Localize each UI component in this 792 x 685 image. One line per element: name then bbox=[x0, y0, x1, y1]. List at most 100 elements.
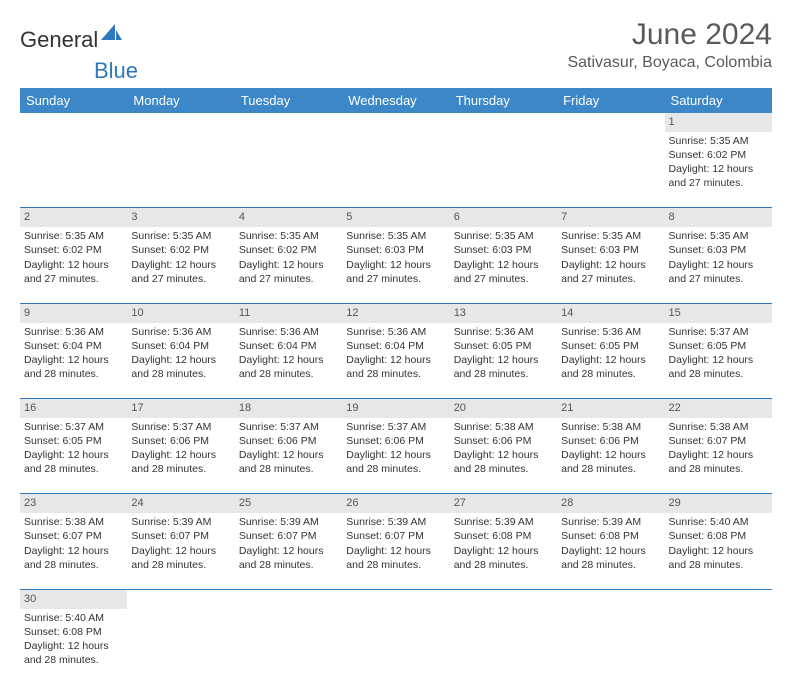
sunset-line: Sunset: 6:06 PM bbox=[561, 434, 660, 448]
sunset-line: Sunset: 6:07 PM bbox=[24, 529, 123, 543]
day-detail-cell: Sunrise: 5:35 AMSunset: 6:03 PMDaylight:… bbox=[557, 227, 664, 303]
daynum-row: 30 bbox=[20, 589, 772, 608]
day-detail-cell bbox=[342, 132, 449, 208]
sunset-line: Sunset: 6:08 PM bbox=[561, 529, 660, 543]
sunrise-line: Sunrise: 5:36 AM bbox=[131, 325, 230, 339]
day-detail-cell: Sunrise: 5:40 AMSunset: 6:08 PMDaylight:… bbox=[665, 513, 772, 589]
daynum-row: 9101112131415 bbox=[20, 303, 772, 322]
daylight-line: Daylight: 12 hours and 28 minutes. bbox=[131, 544, 230, 572]
day-number-cell: 22 bbox=[665, 399, 772, 418]
sunset-line: Sunset: 6:02 PM bbox=[131, 243, 230, 257]
day-number-cell: 25 bbox=[235, 494, 342, 513]
daylight-line: Daylight: 12 hours and 28 minutes. bbox=[669, 448, 768, 476]
day-detail-cell: Sunrise: 5:35 AMSunset: 6:02 PMDaylight:… bbox=[665, 132, 772, 208]
weekday-header: Wednesday bbox=[342, 88, 449, 113]
daynum-row: 23242526272829 bbox=[20, 494, 772, 513]
day-detail-cell: Sunrise: 5:37 AMSunset: 6:06 PMDaylight:… bbox=[235, 418, 342, 494]
day-detail-cell: Sunrise: 5:35 AMSunset: 6:02 PMDaylight:… bbox=[127, 227, 234, 303]
sunset-line: Sunset: 6:05 PM bbox=[669, 339, 768, 353]
sunset-line: Sunset: 6:03 PM bbox=[454, 243, 553, 257]
daylight-line: Daylight: 12 hours and 28 minutes. bbox=[24, 639, 123, 667]
daylight-line: Daylight: 12 hours and 28 minutes. bbox=[131, 448, 230, 476]
sunrise-line: Sunrise: 5:39 AM bbox=[454, 515, 553, 529]
daylight-line: Daylight: 12 hours and 28 minutes. bbox=[24, 448, 123, 476]
day-number-cell: 5 bbox=[342, 208, 449, 227]
day-number-cell: 3 bbox=[127, 208, 234, 227]
day-detail-cell: Sunrise: 5:38 AMSunset: 6:06 PMDaylight:… bbox=[450, 418, 557, 494]
sunset-line: Sunset: 6:05 PM bbox=[561, 339, 660, 353]
sunrise-line: Sunrise: 5:39 AM bbox=[239, 515, 338, 529]
day-detail-cell: Sunrise: 5:37 AMSunset: 6:06 PMDaylight:… bbox=[127, 418, 234, 494]
daylight-line: Daylight: 12 hours and 27 minutes. bbox=[24, 258, 123, 286]
day-number-cell: 7 bbox=[557, 208, 664, 227]
daylight-line: Daylight: 12 hours and 28 minutes. bbox=[454, 353, 553, 381]
daynum-row: 1 bbox=[20, 113, 772, 132]
sunset-line: Sunset: 6:06 PM bbox=[131, 434, 230, 448]
day-number-cell: 4 bbox=[235, 208, 342, 227]
day-number-cell: 29 bbox=[665, 494, 772, 513]
day-number-cell: 12 bbox=[342, 303, 449, 322]
day-number-cell: 15 bbox=[665, 303, 772, 322]
sunrise-line: Sunrise: 5:37 AM bbox=[131, 420, 230, 434]
day-number-cell: 21 bbox=[557, 399, 664, 418]
day-detail-row: Sunrise: 5:36 AMSunset: 6:04 PMDaylight:… bbox=[20, 323, 772, 399]
month-title: June 2024 bbox=[567, 18, 772, 52]
daylight-line: Daylight: 12 hours and 28 minutes. bbox=[24, 353, 123, 381]
day-detail-cell bbox=[127, 609, 234, 685]
daylight-line: Daylight: 12 hours and 28 minutes. bbox=[24, 544, 123, 572]
weekday-header: Friday bbox=[557, 88, 664, 113]
day-number-cell: 27 bbox=[450, 494, 557, 513]
day-detail-cell: Sunrise: 5:38 AMSunset: 6:07 PMDaylight:… bbox=[665, 418, 772, 494]
daylight-line: Daylight: 12 hours and 27 minutes. bbox=[131, 258, 230, 286]
day-detail-cell: Sunrise: 5:37 AMSunset: 6:05 PMDaylight:… bbox=[665, 323, 772, 399]
day-detail-row: Sunrise: 5:37 AMSunset: 6:05 PMDaylight:… bbox=[20, 418, 772, 494]
day-detail-row: Sunrise: 5:38 AMSunset: 6:07 PMDaylight:… bbox=[20, 513, 772, 589]
day-number-cell: 28 bbox=[557, 494, 664, 513]
sunrise-line: Sunrise: 5:37 AM bbox=[239, 420, 338, 434]
day-detail-cell: Sunrise: 5:39 AMSunset: 6:07 PMDaylight:… bbox=[127, 513, 234, 589]
daylight-line: Daylight: 12 hours and 28 minutes. bbox=[239, 448, 338, 476]
day-detail-cell: Sunrise: 5:39 AMSunset: 6:08 PMDaylight:… bbox=[450, 513, 557, 589]
sunset-line: Sunset: 6:08 PM bbox=[454, 529, 553, 543]
daylight-line: Daylight: 12 hours and 28 minutes. bbox=[131, 353, 230, 381]
daylight-line: Daylight: 12 hours and 28 minutes. bbox=[239, 353, 338, 381]
day-number-cell: 1 bbox=[665, 113, 772, 132]
day-number-cell: 18 bbox=[235, 399, 342, 418]
day-detail-cell bbox=[20, 132, 127, 208]
day-number-cell bbox=[20, 113, 127, 132]
sunrise-line: Sunrise: 5:37 AM bbox=[346, 420, 445, 434]
sunset-line: Sunset: 6:07 PM bbox=[346, 529, 445, 543]
day-detail-cell: Sunrise: 5:35 AMSunset: 6:03 PMDaylight:… bbox=[450, 227, 557, 303]
weekday-header: Sunday bbox=[20, 88, 127, 113]
day-detail-cell bbox=[557, 132, 664, 208]
day-detail-row: Sunrise: 5:35 AMSunset: 6:02 PMDaylight:… bbox=[20, 227, 772, 303]
daylight-line: Daylight: 12 hours and 27 minutes. bbox=[346, 258, 445, 286]
day-detail-cell bbox=[450, 609, 557, 685]
day-number-cell bbox=[342, 589, 449, 608]
day-detail-cell: Sunrise: 5:38 AMSunset: 6:07 PMDaylight:… bbox=[20, 513, 127, 589]
location: Sativasur, Boyaca, Colombia bbox=[567, 54, 772, 72]
day-number-cell: 10 bbox=[127, 303, 234, 322]
sunset-line: Sunset: 6:06 PM bbox=[346, 434, 445, 448]
day-number-cell bbox=[127, 589, 234, 608]
calendar-table: Sunday Monday Tuesday Wednesday Thursday… bbox=[20, 88, 772, 685]
day-detail-cell: Sunrise: 5:37 AMSunset: 6:06 PMDaylight:… bbox=[342, 418, 449, 494]
day-number-cell: 8 bbox=[665, 208, 772, 227]
sunset-line: Sunset: 6:03 PM bbox=[669, 243, 768, 257]
calendar-body: 1Sunrise: 5:35 AMSunset: 6:02 PMDaylight… bbox=[20, 113, 772, 685]
sunrise-line: Sunrise: 5:35 AM bbox=[669, 134, 768, 148]
day-detail-cell: Sunrise: 5:35 AMSunset: 6:03 PMDaylight:… bbox=[342, 227, 449, 303]
day-detail-cell bbox=[665, 609, 772, 685]
day-detail-cell: Sunrise: 5:40 AMSunset: 6:08 PMDaylight:… bbox=[20, 609, 127, 685]
sunset-line: Sunset: 6:08 PM bbox=[669, 529, 768, 543]
sunrise-line: Sunrise: 5:36 AM bbox=[454, 325, 553, 339]
weekday-header-row: Sunday Monday Tuesday Wednesday Thursday… bbox=[20, 88, 772, 113]
daylight-line: Daylight: 12 hours and 27 minutes. bbox=[561, 258, 660, 286]
sunrise-line: Sunrise: 5:36 AM bbox=[24, 325, 123, 339]
daylight-line: Daylight: 12 hours and 28 minutes. bbox=[346, 353, 445, 381]
day-detail-cell bbox=[557, 609, 664, 685]
daylight-line: Daylight: 12 hours and 28 minutes. bbox=[346, 448, 445, 476]
sunset-line: Sunset: 6:04 PM bbox=[131, 339, 230, 353]
sunset-line: Sunset: 6:03 PM bbox=[346, 243, 445, 257]
day-number-cell: 30 bbox=[20, 589, 127, 608]
